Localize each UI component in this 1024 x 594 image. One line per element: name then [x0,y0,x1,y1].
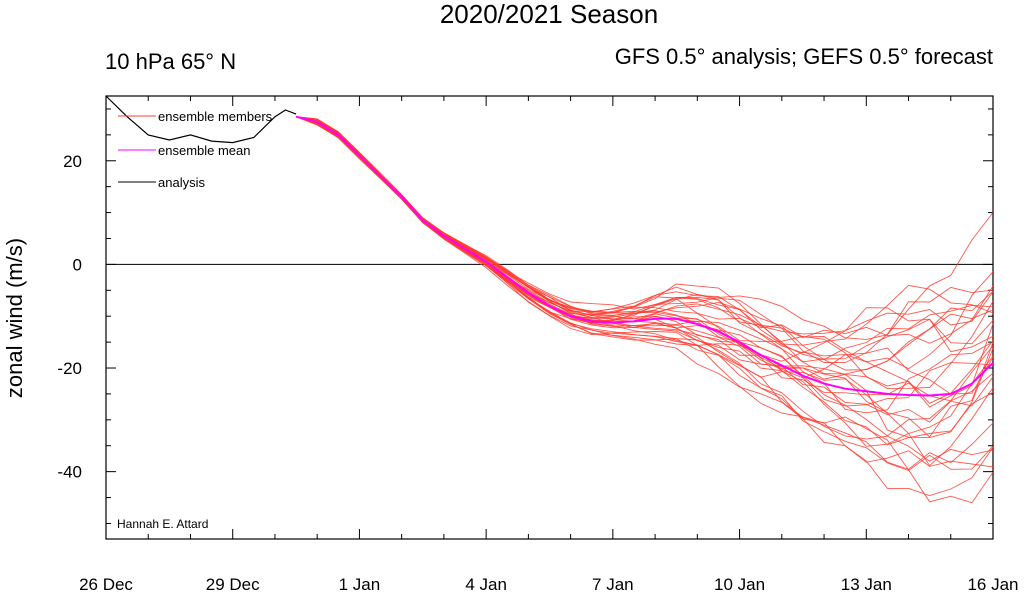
ensemble-member-line [295,116,994,470]
ensemble-member-line [295,116,994,423]
y-tick-label: 20 [63,152,82,171]
ensemble-member-line [295,116,994,438]
x-tick-label: 10 Jan [714,575,765,594]
x-tick-label: 7 Jan [592,575,634,594]
legend-label-ensemble-members: ensemble members [158,109,273,124]
ensemble-member-line [295,116,994,437]
ensemble-member-line [295,116,994,462]
x-tick-label: 1 Jan [339,575,381,594]
plot-frame [105,95,994,540]
ensemble-member-line [295,116,994,446]
ensemble-member-line [296,116,994,361]
ensemble-members [295,116,994,504]
ensemble-member-line [295,116,994,407]
x-tick-label: 16 Jan [967,575,1018,594]
axis-ticks: 26 Dec 29 Dec 1 Jan 4 Jan 7 Jan 10 Jan 13 Jan 1… [57,96,1019,594]
ensemble-mean-line [295,115,994,397]
x-tick-label: 29 Dec [206,575,260,594]
ensemble-member-line [295,116,994,439]
ensemble-member-line [296,116,994,340]
legend: ensemble members ensemble mean analysis [118,109,273,190]
x-tick-label: 26 Dec [79,575,133,594]
x-tick-label: 13 Jan [841,575,892,594]
ensemble-member-line [295,116,994,447]
ensemble-member-line [295,116,994,395]
y-tick-label: 0 [73,255,82,274]
y-tick-label: -20 [57,359,82,378]
ensemble-member-line [296,116,994,370]
analysis-line [105,95,297,144]
legend-label-ensemble-mean: ensemble mean [158,143,251,158]
chart-title: 2020/2021 Season [440,0,658,29]
ensemble-member-line [295,116,994,389]
legend-label-analysis: analysis [158,175,205,190]
ensemble-member-line [296,116,994,344]
chart-subtitle-right: GFS 0.5° analysis; GEFS 0.5° forecast [615,44,993,69]
ensemble-member-line [295,116,994,496]
credit-text: Hannah E. Attard [117,517,208,531]
series-lines [105,95,994,397]
y-axis-title: zonal wind (m/s) [2,238,27,398]
chart-subtitle-left: 10 hPa 65° N [105,49,236,74]
ensemble-member-line [295,116,994,472]
y-tick-label: -40 [57,463,82,482]
x-tick-label: 4 Jan [465,575,507,594]
ensemble-member-line [295,116,994,408]
